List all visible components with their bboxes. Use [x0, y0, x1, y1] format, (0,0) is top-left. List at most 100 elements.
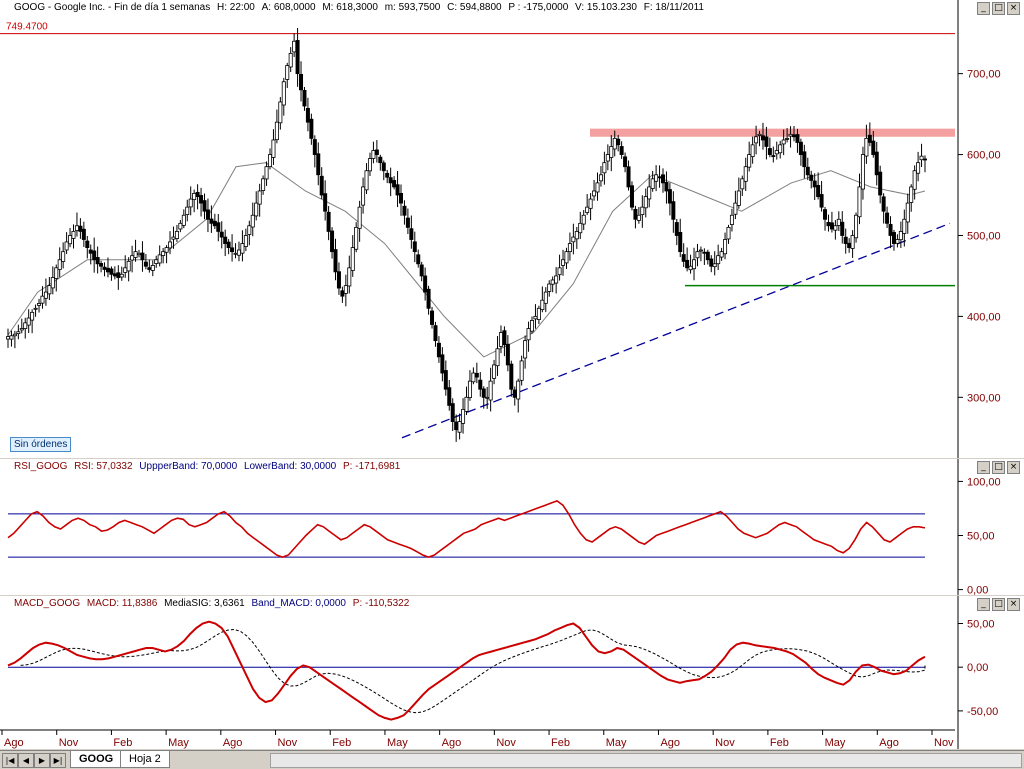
header-close: C: 594,8800 — [447, 2, 502, 13]
candle-body — [685, 259, 690, 269]
candle-body — [709, 258, 714, 267]
candle-body — [561, 259, 566, 266]
candle-body — [912, 170, 917, 190]
header-p: P : -175,0000 — [508, 2, 569, 13]
rsi-p: P: -171,6981 — [343, 461, 401, 472]
candle-body — [299, 74, 304, 91]
candle-body — [443, 370, 448, 390]
candle-body — [723, 239, 728, 255]
candle-body — [592, 190, 597, 197]
next-sheet-button[interactable]: ▶ — [34, 753, 50, 768]
tab-hoja-2[interactable]: Hoja 2 — [120, 751, 170, 768]
candle-body — [585, 206, 590, 213]
candle-body — [647, 186, 652, 200]
candle-body — [633, 208, 638, 220]
candle-body — [316, 153, 321, 176]
candle-body — [292, 40, 297, 53]
candle-body — [37, 303, 42, 306]
rsi-chart-svg[interactable]: 0,00 50,00 100,00 — [0, 459, 1024, 595]
candle-body — [305, 107, 310, 123]
candle-body — [747, 154, 752, 168]
candle-body — [716, 255, 721, 265]
candle-body — [816, 185, 821, 198]
candle-body — [474, 372, 479, 378]
candle-body — [923, 158, 928, 161]
candle-body — [412, 241, 417, 253]
candle-body — [502, 330, 507, 346]
prev-sheet-button[interactable]: ◀ — [18, 753, 34, 768]
x-tick-label: May — [168, 737, 189, 749]
restore-icon[interactable]: □ — [992, 2, 1005, 15]
candle-body — [354, 226, 359, 250]
candle-body — [433, 325, 438, 342]
candle-body — [578, 222, 583, 234]
candle-body — [309, 118, 314, 139]
candle-body — [364, 170, 369, 191]
candle-body — [874, 151, 879, 176]
candle-body — [885, 212, 890, 224]
restore-icon[interactable]: □ — [992, 598, 1005, 611]
candle-body — [19, 328, 24, 331]
candle-body — [705, 251, 710, 261]
candle-body — [902, 218, 907, 234]
candle-body — [623, 156, 628, 168]
candle-body — [588, 198, 593, 209]
first-sheet-button[interactable]: |◀ — [2, 753, 18, 768]
candle-body — [740, 178, 745, 190]
price-chart-svg[interactable]: 749.4700 300,00 400,00 500,00 600,00 700,00 — [0, 0, 1024, 458]
candle-body — [526, 328, 531, 341]
rsi-y-tick-label: 0,00 — [967, 585, 988, 595]
candle-body — [302, 89, 307, 107]
close-icon[interactable]: × — [1007, 598, 1020, 611]
candle-body — [392, 180, 397, 188]
candle-body — [781, 139, 786, 145]
candle-body — [257, 190, 262, 205]
candle-body — [895, 239, 900, 244]
candle-body — [450, 403, 455, 422]
candle-body — [733, 202, 738, 215]
header-symbol: GOOG — [14, 2, 46, 13]
candle-body — [860, 154, 865, 190]
candle-body — [168, 241, 173, 249]
candle-body — [95, 257, 100, 265]
candle-body — [174, 231, 179, 239]
candle-body — [398, 192, 403, 204]
candle-body — [792, 134, 797, 138]
x-tick-label: Ago — [4, 737, 24, 749]
x-tick-label: Ago — [879, 737, 899, 749]
candle-body — [312, 139, 317, 155]
price-pane-window-buttons: _ □ × — [977, 2, 1020, 15]
rsi-pane-window-buttons: _ □ × — [977, 461, 1020, 474]
candle-body — [530, 320, 535, 332]
candle-body — [698, 249, 703, 252]
price-chart-pane[interactable]: GOOG - Google Inc. - Fin de día 1 semana… — [0, 0, 1024, 458]
macd-chart-svg[interactable]: -50,00 0,00 50,00 Ago Nov Feb May Ago Nov Feb May A… — [0, 596, 1024, 749]
x-tick-label: Feb — [551, 737, 570, 749]
horizontal-scrollbar[interactable] — [270, 753, 1022, 768]
macd-chart-header: MACD_GOOG MACD: 11,8386 MediaSIG: 3,6361… — [0, 596, 1024, 612]
candle-body — [340, 290, 345, 297]
candle-body — [47, 285, 52, 295]
close-icon[interactable]: × — [1007, 461, 1020, 474]
candle-body — [888, 224, 893, 236]
macd-chart-pane[interactable]: MACD_GOOG MACD: 11,8386 MediaSIG: 3,6361… — [0, 596, 1024, 749]
minimize-icon[interactable]: _ — [977, 461, 990, 474]
candle-body — [157, 254, 162, 264]
candle-body — [223, 236, 228, 244]
minimize-icon[interactable]: _ — [977, 598, 990, 611]
candle-body — [188, 198, 193, 208]
candle-body — [661, 174, 666, 184]
minimize-icon[interactable]: _ — [977, 2, 990, 15]
orders-badge[interactable]: Sin órdenes — [10, 437, 72, 452]
candle-body — [261, 178, 266, 191]
rsi-chart-pane[interactable]: RSI_GOOG RSI: 57,0332 UppperBand: 70,000… — [0, 459, 1024, 595]
candle-body — [864, 137, 869, 157]
tab-goog[interactable]: GOOG — [70, 751, 123, 768]
close-icon[interactable]: × — [1007, 2, 1020, 15]
candle-body — [471, 372, 476, 383]
trend-line — [401, 222, 951, 439]
restore-icon[interactable]: □ — [992, 461, 1005, 474]
candle-body — [9, 335, 14, 340]
candle-body — [140, 252, 145, 261]
last-sheet-button[interactable]: ▶| — [50, 753, 66, 768]
